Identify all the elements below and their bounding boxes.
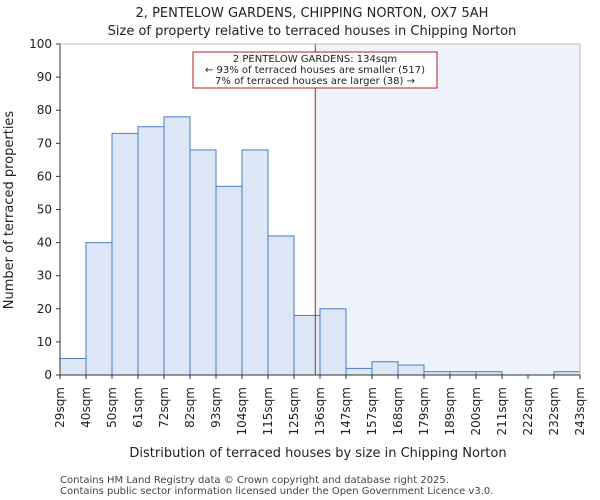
y-tick-label: 70 — [37, 136, 52, 150]
y-tick-label: 30 — [37, 269, 52, 283]
y-tick-label: 40 — [37, 236, 52, 250]
x-tick-label: 232sqm — [547, 387, 561, 435]
x-tick-label: 115sqm — [261, 387, 275, 435]
bar-157sqm — [371, 361, 399, 376]
annotation-box — [192, 51, 438, 89]
bar-115sqm — [267, 235, 295, 376]
bar-136sqm — [319, 308, 347, 376]
bar-72sqm — [163, 116, 191, 376]
chart-title: 2, PENTELOW GARDENS, CHIPPING NORTON, OX… — [136, 6, 489, 21]
x-axis-label: Distribution of terraced houses by size … — [129, 446, 506, 461]
x-tick-label: 104sqm — [235, 387, 249, 435]
x-tick-label: 179sqm — [417, 387, 431, 435]
chart-subtitle: Size of property relative to terraced ho… — [108, 24, 517, 39]
y-tick-label: 0 — [44, 368, 52, 382]
bar-125sqm — [293, 314, 321, 376]
y-tick-label: 80 — [37, 103, 52, 117]
y-tick-label: 10 — [37, 335, 52, 349]
y-tick-label: 90 — [37, 70, 52, 84]
x-tick-label: 168sqm — [391, 387, 405, 435]
bar-104sqm — [241, 149, 269, 376]
annotation-line-3: 7% of terraced houses are larger (38) → — [215, 76, 415, 87]
x-tick-label: 157sqm — [365, 387, 379, 435]
y-axis-label: Number of terraced properties — [2, 111, 17, 310]
x-tick-label: 72sqm — [157, 387, 171, 428]
x-tick-label: 189sqm — [443, 387, 457, 435]
footer-line-2: Contains public sector information licen… — [60, 486, 493, 497]
bar-82sqm — [189, 149, 217, 376]
bar-50sqm — [111, 132, 139, 376]
annotation-line-2: ← 93% of terraced houses are smaller (51… — [205, 65, 425, 76]
x-tick-label: 222sqm — [521, 387, 535, 435]
y-tick-label: 100 — [29, 37, 52, 51]
x-tick-label: 50sqm — [105, 387, 119, 428]
larger-region-shade — [315, 44, 580, 375]
x-tick-label: 211sqm — [495, 387, 509, 435]
x-tick-label: 125sqm — [287, 387, 301, 435]
y-tick-label: 20 — [37, 302, 52, 316]
footer-line-1: Contains HM Land Registry data © Crown c… — [60, 475, 449, 486]
bar-168sqm — [397, 364, 425, 376]
marker-annotation: 2 PENTELOW GARDENS: 134sqm ← 93% of terr… — [192, 51, 438, 89]
bar-61sqm — [137, 126, 165, 376]
x-tick-label: 147sqm — [339, 387, 353, 435]
x-tick-label: 200sqm — [469, 387, 483, 435]
y-tick-label: 50 — [37, 203, 52, 217]
bar-29sqm — [59, 357, 87, 376]
bar-147sqm — [345, 367, 373, 376]
annotation-line-1: 2 PENTELOW GARDENS: 134sqm — [233, 54, 397, 65]
x-tick-label: 40sqm — [79, 387, 93, 428]
y-tick-label: 60 — [37, 169, 52, 183]
x-tick-label: 243sqm — [573, 387, 587, 435]
x-tick-label: 29sqm — [53, 387, 67, 428]
x-tick-label: 61sqm — [131, 387, 145, 428]
bar-40sqm — [85, 242, 113, 376]
bar-93sqm — [215, 185, 243, 376]
x-tick-label: 82sqm — [183, 387, 197, 428]
x-tick-label: 93sqm — [209, 387, 223, 428]
x-tick-label: 136sqm — [313, 387, 327, 435]
